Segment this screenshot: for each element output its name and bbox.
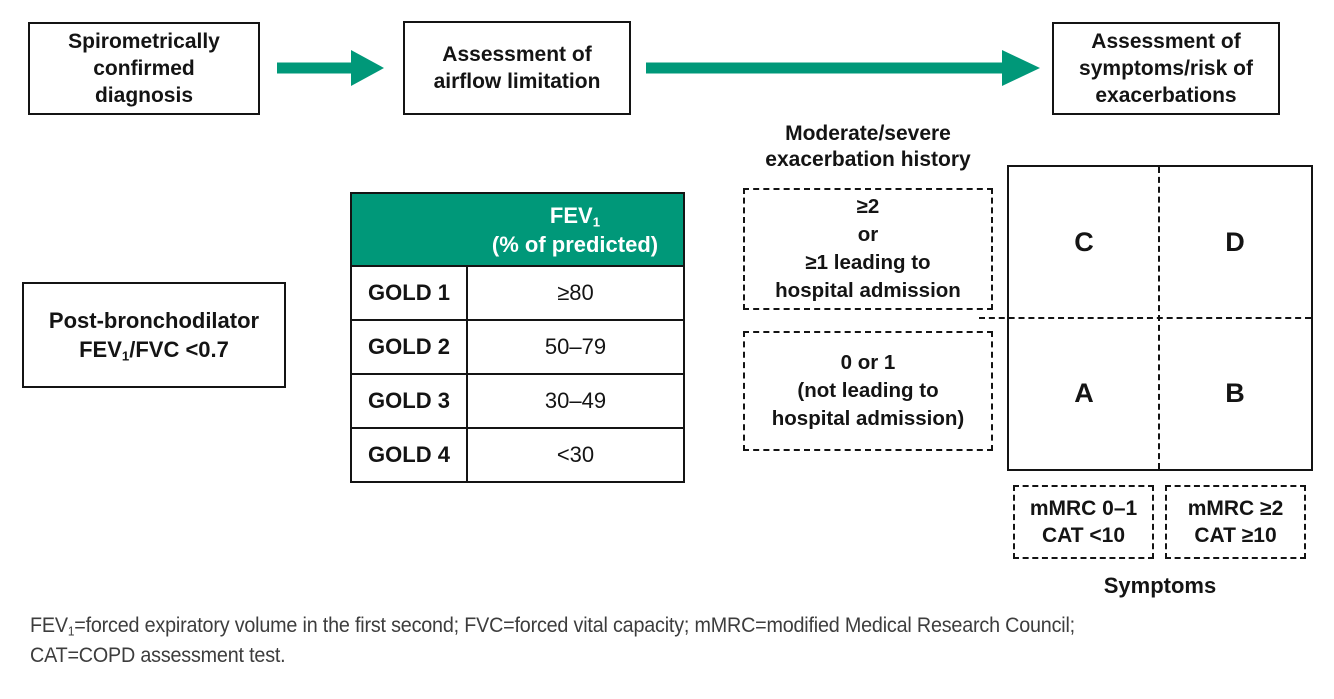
gold-row-value: 50–79: [544, 334, 607, 359]
exacerbation-line: hospital admission: [775, 279, 961, 302]
symptom-box-high: mMRC ≥2 CAT ≥10: [1165, 485, 1306, 559]
criteria-line: FEV1/FVC <0.7: [79, 337, 229, 364]
flow-box-line: symptoms/risk of: [1079, 57, 1253, 80]
symptom-box-low: mMRC 0–1 CAT <10: [1013, 485, 1154, 559]
gold-table-header: FEV1 (% of predicted): [352, 194, 683, 265]
arrow-right-icon: [646, 50, 1040, 86]
abcd-quadrant-grid: C D A B: [979, 165, 1313, 471]
gold-row-label: GOLD 3: [352, 375, 468, 427]
exacerbation-history-title: Moderate/severe exacerbation history: [765, 122, 971, 171]
exacerbation-line: or: [857, 223, 879, 246]
gold-row-value: ≥80: [557, 280, 594, 305]
exacerbation-line: hospital admission): [771, 407, 965, 430]
gold-row-label: GOLD 1: [352, 267, 468, 319]
gold-row-label: GOLD 2: [352, 321, 468, 373]
gold-table-row: GOLD 2 50–79: [352, 319, 683, 373]
flow-box-line: confirmed: [93, 57, 195, 80]
gold-row-value: 30–49: [544, 388, 607, 413]
exacerbation-low-risk-box: 0 or 1 (not leading to hospital admissio…: [743, 331, 993, 451]
flow-box-line: Assessment of: [1091, 30, 1241, 53]
quadrant-a: A: [1074, 378, 1094, 408]
quadrant-horizontal-divider: [979, 317, 1311, 319]
exacerbation-line: (not leading to: [797, 379, 939, 402]
exacerbation-line: ≥1 leading to: [805, 251, 931, 274]
symptom-box-line: mMRC ≥2: [1187, 497, 1284, 520]
flow-box-line: airflow limitation: [433, 70, 601, 93]
gold-table-row: GOLD 4 <30: [352, 427, 683, 481]
flow-box-airflow-limitation: Assessment of airflow limitation: [403, 21, 631, 115]
flow-box-symptoms-risk: Assessment of symptoms/risk of exacerbat…: [1052, 22, 1280, 115]
quadrant-d: D: [1225, 227, 1245, 257]
arrow-right-icon: [277, 50, 384, 86]
gold-row-label: GOLD 4: [352, 429, 468, 481]
post-bronchodilator-criteria-box: Post-bronchodilator FEV1/FVC <0.7: [22, 282, 286, 388]
gold-table-row: GOLD 1 ≥80: [352, 265, 683, 319]
symptom-box-line: mMRC 0–1: [1029, 497, 1138, 520]
gold-row-value: <30: [556, 442, 595, 467]
gold-table-header-label: FEV1 (% of predicted): [491, 202, 659, 257]
flow-box-line: diagnosis: [94, 84, 194, 107]
footnote: FEV1=forced expiratory volume in the fir…: [30, 611, 1075, 671]
flow-box-line: exacerbations: [1095, 84, 1237, 107]
quadrant-c: C: [1074, 227, 1094, 257]
exacerbation-line: 0 or 1: [840, 351, 896, 374]
footnote-line: FEV1=forced expiratory volume in the fir…: [30, 614, 1075, 639]
flow-box-line: Spirometrically: [68, 30, 220, 53]
symptoms-axis-label: Symptoms: [1103, 573, 1217, 598]
symptom-box-line: CAT <10: [1041, 524, 1126, 547]
criteria-line: Post-bronchodilator: [48, 308, 260, 333]
flow-box-line: Assessment of: [442, 43, 592, 66]
footnote-line: CAT=COPD assessment test.: [30, 644, 286, 667]
flow-box-spirometric-diagnosis: Spirometrically confirmed diagnosis: [28, 22, 260, 115]
symptom-box-line: CAT ≥10: [1194, 524, 1277, 547]
quadrant-b: B: [1225, 378, 1245, 408]
exacerbation-high-risk-box: ≥2 or ≥1 leading to hospital admission: [743, 188, 993, 310]
gold-grade-table: FEV1 (% of predicted) GOLD 1 ≥80 GOLD 2 …: [350, 192, 685, 483]
gold-table-row: GOLD 3 30–49: [352, 373, 683, 427]
exacerbation-line: ≥2: [856, 195, 880, 218]
